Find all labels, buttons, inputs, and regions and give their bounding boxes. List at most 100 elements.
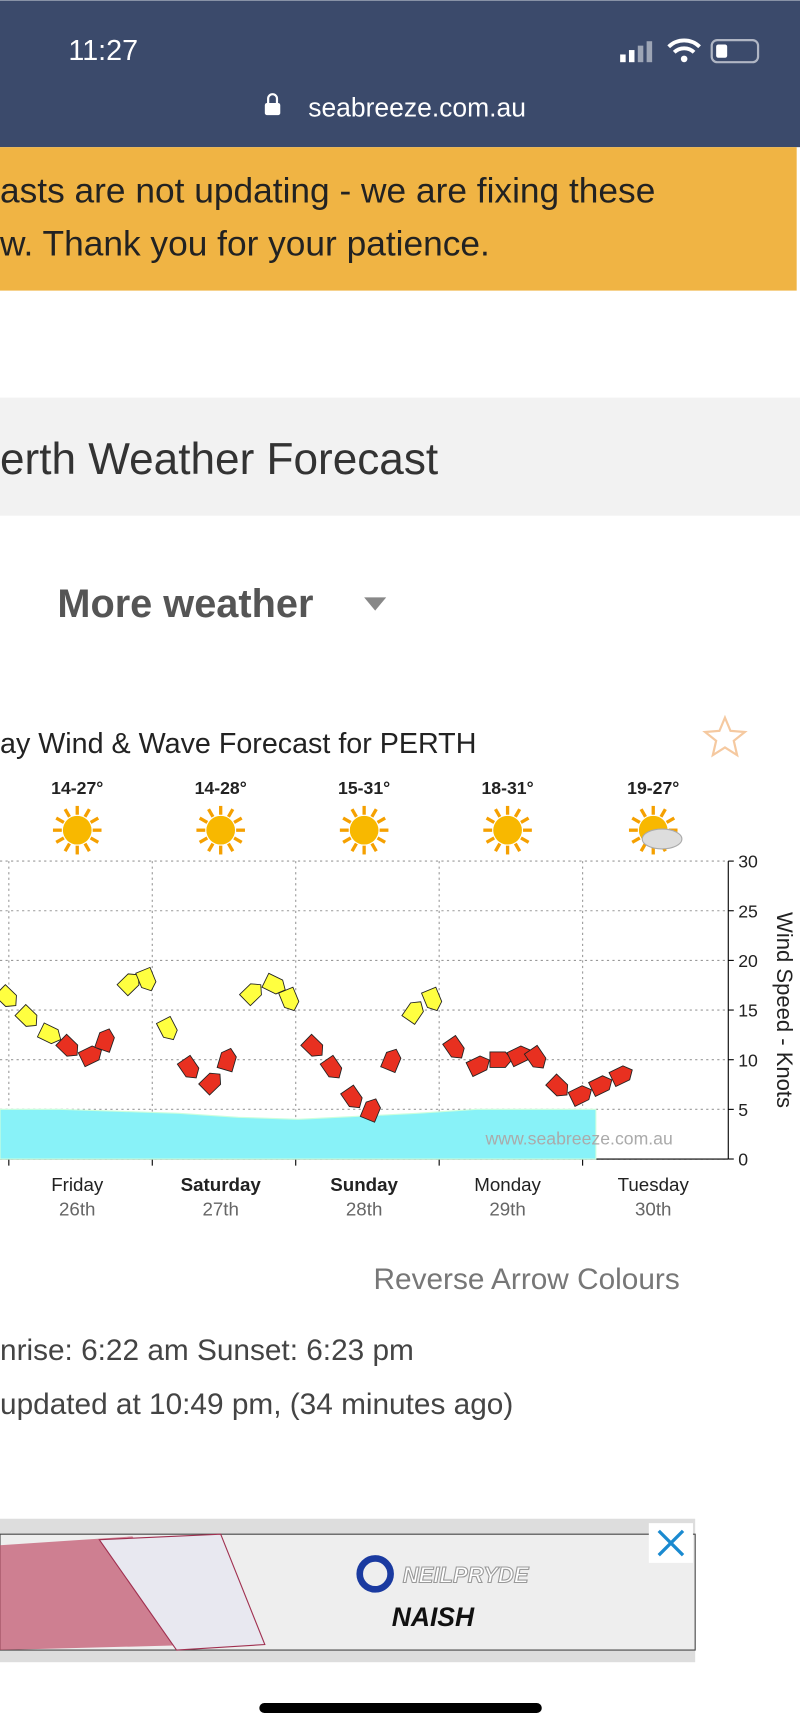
wind-arrow (94, 1028, 115, 1053)
wind-arrow (489, 1051, 513, 1068)
sun-ray (83, 842, 91, 853)
y-tick-label: 10 (738, 1050, 758, 1070)
y-tick-label: 30 (738, 852, 758, 872)
wind-arrow (359, 1098, 381, 1123)
lock (264, 103, 281, 116)
wind-arrow (300, 1033, 324, 1057)
battery-level (716, 44, 728, 58)
sun-ray (370, 842, 378, 853)
wave-area (0, 1108, 597, 1160)
ad-close-icon[interactable] (657, 1529, 685, 1557)
sun-ray (513, 808, 522, 818)
sun-ray (55, 836, 65, 844)
watermark: www.seabreeze.com.au (485, 1129, 673, 1149)
sun-ray (233, 816, 243, 824)
wind-arrow (198, 1072, 222, 1096)
sun-ray (233, 836, 243, 844)
sun-ray (631, 836, 641, 844)
day-label: Tuesday (618, 1174, 690, 1195)
sun-ray (639, 842, 647, 853)
status-bar (0, 0, 800, 148)
day-label: Friday (51, 1174, 104, 1195)
y-tick-label: 15 (738, 1001, 758, 1021)
sun-ray (226, 842, 235, 853)
home-indicator (259, 1703, 542, 1713)
sun (493, 815, 522, 845)
temperature: 15-31° (338, 778, 390, 798)
banner-line: w. Thank you for your patience. (0, 224, 490, 263)
menu[interactable]: More weather (57, 582, 313, 626)
sun-ray (494, 842, 502, 853)
sun-ray (665, 816, 676, 824)
chart-title: ay Wind & Wave Forecast for PERTH (0, 728, 476, 760)
reverse-link[interactable]: Reverse Arrow Colours (374, 1263, 680, 1296)
cloud (641, 828, 683, 850)
wind-arrow (340, 1084, 363, 1109)
banner (0, 147, 797, 291)
sun-ray (207, 808, 215, 818)
sun-ray (207, 842, 215, 853)
temperature: 18-31° (481, 778, 533, 798)
url[interactable]: seabreeze.com.au (308, 92, 526, 122)
date-label: 27th (202, 1198, 239, 1219)
ad-brand: NEILPRYDE (403, 1563, 530, 1588)
wind-arrow (36, 1022, 62, 1045)
battery (710, 39, 760, 64)
wind-arrow (176, 1054, 200, 1079)
wind-arrow (319, 1054, 343, 1079)
wifi (667, 38, 701, 54)
page-title: erth Weather Forecast (0, 435, 438, 484)
sun-ray (520, 836, 530, 844)
wind-arrow (608, 1065, 633, 1088)
sun-ray (485, 816, 496, 824)
wind-arrow (135, 966, 157, 992)
time: 11:27 (68, 35, 138, 67)
wind-arrow (216, 1047, 237, 1073)
sun (206, 815, 236, 845)
wind-arrow (420, 986, 443, 1012)
y-tick-label: 25 (738, 901, 758, 921)
sun-ray (342, 836, 352, 844)
sun-ray (63, 808, 71, 818)
date-label: 26th (59, 1198, 96, 1219)
chart: 14-27° 14-28° 15-31° 18-31° 19-27° 0 5 10 15 20 25… (0, 778, 797, 1219)
day-label: Saturday (181, 1174, 262, 1195)
sun-ray (631, 816, 641, 824)
sun (62, 815, 92, 845)
temperature: 14-27° (51, 778, 103, 798)
wind-arrow (116, 973, 140, 997)
banner-line: asts are not updating - we are fixing th… (0, 171, 655, 210)
ad-brand: NAISH (392, 1602, 475, 1632)
temperature: 19-27° (627, 778, 679, 798)
y-tick-label: 5 (738, 1100, 748, 1120)
favourite-star[interactable] (702, 714, 748, 758)
wind-arrow (55, 1033, 79, 1057)
updated: updated at 10:49 pm, (34 minutes ago) (0, 1388, 513, 1421)
wind-arrow (545, 1073, 569, 1097)
sun-ray (89, 836, 100, 844)
sun-ray (513, 842, 522, 853)
sun (349, 815, 379, 845)
temperature: 14-28° (195, 778, 247, 798)
y-tick-label: 20 (738, 951, 758, 971)
date-label: 28th (346, 1198, 383, 1219)
wind-arrow (77, 1045, 103, 1068)
wind-arrow (401, 1001, 424, 1025)
sun-ray (639, 808, 647, 818)
lock-shackle (267, 93, 279, 104)
wind-arrow (278, 986, 300, 1012)
wind-arrow (261, 972, 286, 995)
day-label: Monday (474, 1174, 541, 1195)
sun-ray (342, 816, 352, 824)
y-tick-label: 0 (738, 1150, 748, 1170)
wind-arrow (238, 983, 262, 1007)
signal (620, 41, 653, 63)
ad-sail (98, 1533, 266, 1651)
sun-ray (659, 808, 667, 818)
wind-arrow (155, 1015, 178, 1041)
sun-times: nrise: 6:22 am Sunset: 6:23 pm (0, 1334, 414, 1367)
sun-ray (520, 816, 530, 824)
wifi-dot (680, 55, 688, 63)
dropdown-arrow[interactable] (364, 597, 387, 611)
